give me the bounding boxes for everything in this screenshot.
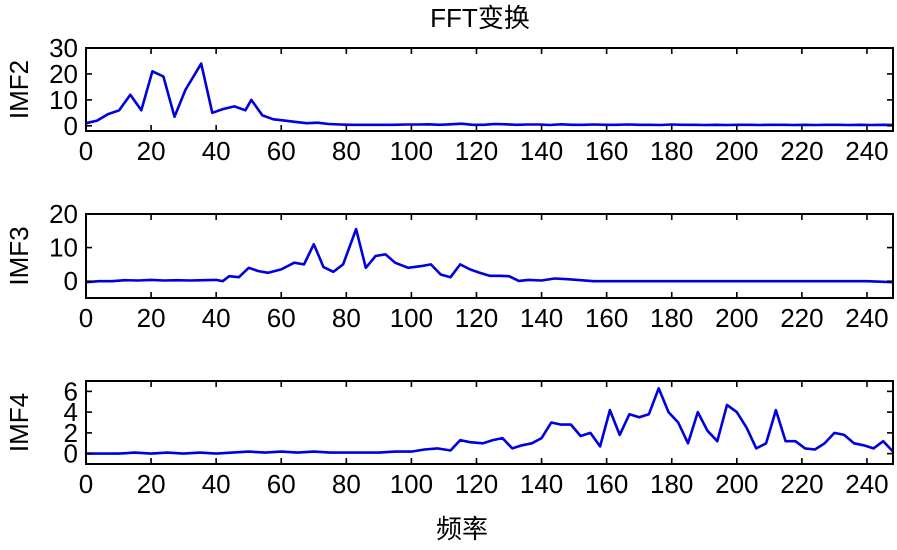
series-line-imf3 [85, 227, 894, 284]
x-tick-label: 120 [455, 136, 498, 166]
y-axis-label-imf4: IMF4 [4, 393, 34, 452]
figure-title: FFT变换 [430, 3, 530, 33]
x-tick-label: 200 [715, 303, 758, 333]
x-tick-label: 40 [202, 469, 231, 499]
x-tick-label: 80 [332, 303, 361, 333]
y-tick-label: 10 [49, 85, 78, 115]
x-tick-label: 0 [79, 303, 93, 333]
x-tick-label: 180 [650, 136, 693, 166]
y-tick-label: 20 [49, 59, 78, 89]
x-tick-label: 140 [520, 469, 563, 499]
x-tick-label: 160 [585, 136, 628, 166]
series-line-imf4 [86, 386, 894, 455]
x-tick-label: 220 [780, 303, 823, 333]
x-tick-label: 20 [137, 469, 166, 499]
x-tick-label: 60 [267, 136, 296, 166]
x-tick-label: 220 [780, 469, 823, 499]
y-tick-label: 4 [64, 397, 78, 427]
x-tick-label: 60 [267, 469, 296, 499]
x-tick-label: 80 [332, 136, 361, 166]
x-tick-label: 240 [845, 303, 888, 333]
x-tick-label: 120 [455, 469, 498, 499]
x-axis-label: 频率 [436, 514, 488, 544]
x-tick-label: 220 [780, 136, 823, 166]
x-tick-label: 120 [455, 303, 498, 333]
plot-frame [85, 47, 894, 132]
chart-panels: 0 20 40 60 80 100 120 140 160 180 200 220 2400102030… [4, 33, 894, 499]
x-tick-label: 100 [390, 469, 433, 499]
x-tick-label: 20 [137, 303, 166, 333]
x-tick-label: 100 [390, 303, 433, 333]
x-tick-label: 20 [137, 136, 166, 166]
x-tick-label: 140 [520, 136, 563, 166]
x-tick-label: 180 [650, 469, 693, 499]
y-tick-label: 6 [64, 376, 78, 406]
x-tick-label: 40 [202, 303, 231, 333]
panel-imf3: 0 20 40 60 80 100 120 140 160 180 200 220 24001020IM… [4, 199, 894, 333]
x-tick-label: 160 [585, 469, 628, 499]
x-tick-label: 140 [520, 303, 563, 333]
plot-frame [85, 213, 894, 299]
x-tick-label: 0 [79, 136, 93, 166]
panel-imf2: 0 20 40 60 80 100 120 140 160 180 200 220 2400102030… [4, 33, 894, 166]
x-tick-label: 200 [715, 469, 758, 499]
x-tick-label: 80 [332, 469, 361, 499]
plot-frame [85, 380, 894, 465]
y-axis-label-imf3: IMF3 [4, 226, 34, 285]
x-tick-label: 240 [845, 469, 888, 499]
y-tick-label: 10 [49, 233, 78, 263]
x-tick-label: 180 [650, 303, 693, 333]
y-tick-label: 2 [64, 418, 78, 448]
y-tick-label: 0 [64, 111, 78, 141]
y-axis-label-imf2: IMF2 [4, 60, 34, 119]
series-line-imf2 [85, 62, 894, 127]
x-tick-label: 240 [845, 136, 888, 166]
x-tick-label: 200 [715, 136, 758, 166]
x-tick-label: 60 [267, 303, 296, 333]
x-tick-label: 0 [79, 469, 93, 499]
x-tick-label: 160 [585, 303, 628, 333]
x-tick-label: 40 [202, 136, 231, 166]
y-tick-label: 0 [64, 266, 78, 296]
y-tick-label: 30 [49, 33, 78, 63]
y-tick-label: 20 [49, 199, 78, 229]
x-tick-label: 100 [390, 136, 433, 166]
y-tick-label: 0 [64, 439, 78, 469]
